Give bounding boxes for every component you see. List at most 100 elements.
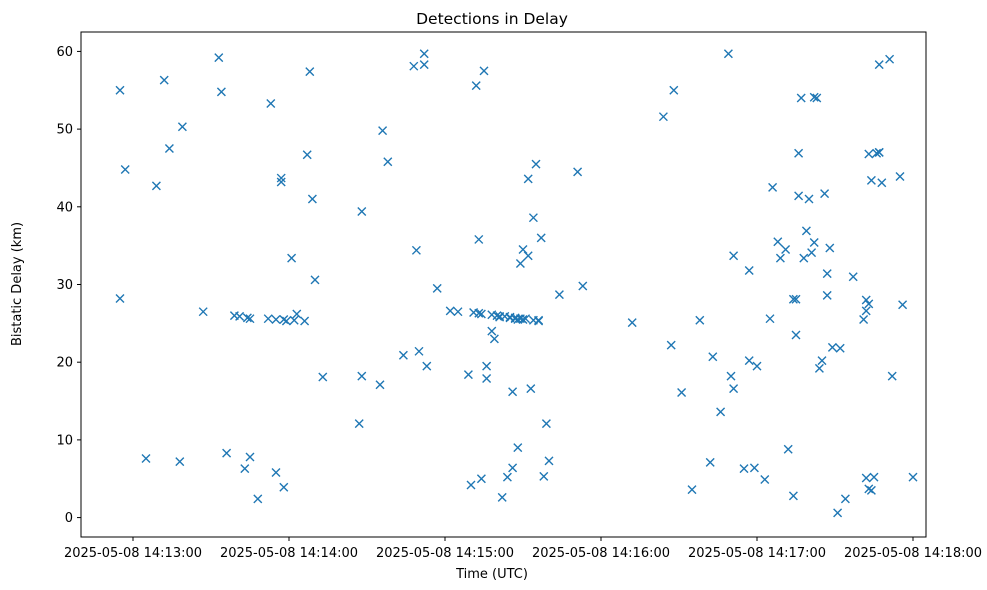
data-point — [744, 356, 754, 366]
data-point — [305, 67, 315, 77]
data-point — [885, 54, 895, 64]
data-point — [508, 463, 518, 473]
data-point — [471, 81, 481, 91]
data-point — [357, 371, 367, 381]
data-point — [497, 492, 507, 502]
data-point — [887, 371, 897, 381]
data-point — [840, 494, 850, 504]
data-point — [383, 157, 393, 167]
data-point — [375, 380, 385, 390]
data-point — [300, 316, 310, 326]
data-point — [508, 387, 518, 397]
y-axis-ticks: 0 10 20 30 40 50 60 — [56, 45, 81, 526]
data-point — [271, 468, 281, 478]
data-point — [866, 485, 876, 495]
data-point — [814, 363, 824, 373]
data-point — [528, 213, 538, 223]
data-point — [809, 92, 819, 102]
data-point — [518, 245, 528, 255]
data-point — [781, 245, 791, 255]
data-point — [744, 266, 754, 276]
data-point — [276, 173, 286, 183]
data-point — [658, 112, 668, 122]
data-point — [357, 206, 367, 216]
data-point — [310, 275, 320, 285]
data-point — [419, 49, 429, 59]
data-point — [898, 300, 908, 310]
data-point — [263, 314, 273, 324]
data-point — [677, 387, 687, 397]
data-point — [861, 295, 871, 305]
data-point — [539, 471, 549, 481]
data-point — [627, 318, 637, 328]
data-point — [523, 174, 533, 184]
data-point — [159, 75, 169, 85]
data-point — [666, 340, 676, 350]
data-point — [354, 419, 364, 429]
data-point — [115, 85, 125, 95]
data-point — [474, 234, 484, 244]
data-point — [801, 226, 811, 236]
x-axis-label: Time (UTC) — [455, 567, 528, 582]
data-point — [482, 361, 492, 371]
data-point — [864, 484, 874, 494]
data-point — [287, 253, 297, 263]
y-tick-label: 30 — [56, 278, 73, 293]
data-point — [775, 253, 785, 263]
data-point — [578, 281, 588, 291]
data-point — [908, 472, 918, 482]
data-point — [419, 60, 429, 70]
data-point — [240, 464, 250, 474]
y-tick-label: 10 — [56, 433, 73, 448]
data-point — [175, 457, 185, 467]
data-point — [276, 177, 286, 187]
data-point — [515, 259, 525, 269]
data-point — [141, 454, 151, 464]
data-point — [783, 444, 793, 454]
data-point — [861, 473, 871, 483]
data-point — [453, 307, 463, 317]
data-point — [177, 122, 187, 132]
data-point — [773, 237, 783, 247]
data-point — [791, 330, 801, 340]
data-point — [526, 384, 536, 394]
data-point — [120, 165, 130, 175]
data-point — [214, 53, 224, 63]
data-points — [115, 49, 918, 518]
data-point — [518, 314, 528, 324]
data-point — [864, 299, 874, 309]
data-point — [409, 61, 419, 71]
data-point — [432, 283, 442, 293]
data-point — [895, 172, 905, 182]
data-point — [869, 472, 879, 482]
x-tick-label: 2025-05-08 14:17:00 — [688, 546, 826, 561]
data-point — [791, 294, 801, 304]
data-point — [827, 342, 837, 352]
data-point — [302, 150, 312, 160]
data-point — [235, 311, 245, 321]
data-point — [554, 290, 564, 300]
data-point — [318, 372, 328, 382]
data-point — [489, 334, 499, 344]
data-point — [466, 480, 476, 490]
data-point — [817, 356, 827, 366]
data-point — [804, 194, 814, 204]
data-point — [541, 419, 551, 429]
data-point — [222, 448, 232, 458]
data-point — [445, 306, 455, 316]
data-point — [695, 315, 705, 325]
data-point — [534, 315, 544, 325]
chart-title: Detections in Delay — [416, 10, 568, 28]
data-point — [835, 343, 845, 353]
data-point — [874, 147, 884, 157]
data-point — [848, 272, 858, 282]
y-tick-label: 40 — [56, 200, 73, 215]
data-point — [796, 93, 806, 103]
data-point — [812, 93, 822, 103]
data-point — [799, 253, 809, 263]
data-point — [861, 306, 871, 316]
data-point — [242, 313, 252, 323]
y-tick-label: 60 — [56, 45, 73, 60]
data-point — [245, 314, 255, 324]
